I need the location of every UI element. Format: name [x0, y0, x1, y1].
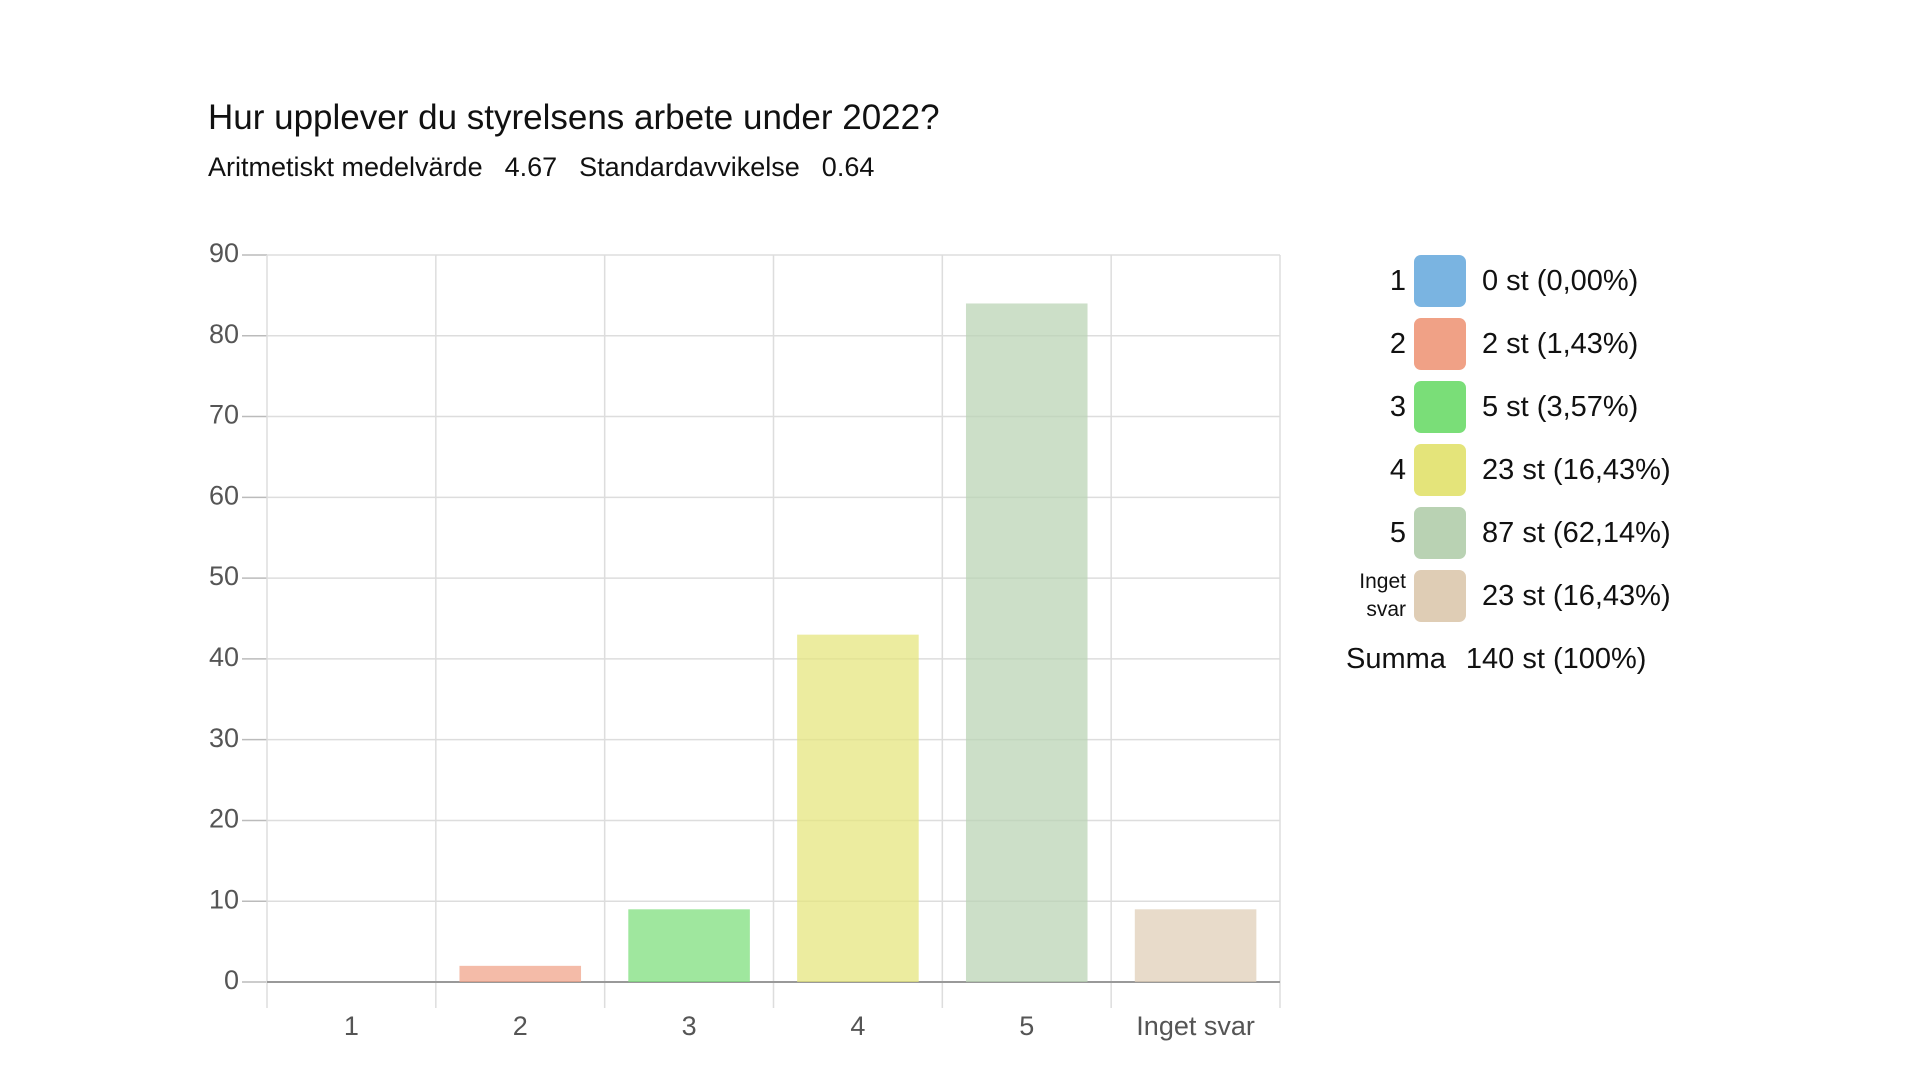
legend-value: 0 st (0,00%)	[1482, 264, 1639, 297]
legend-swatch	[1414, 444, 1466, 496]
y-tick-label: 0	[224, 965, 239, 995]
total-label: Summa	[1346, 642, 1446, 675]
legend-swatch	[1414, 381, 1466, 433]
legend-value: 87 st (62,14%)	[1482, 516, 1671, 549]
y-tick-label: 20	[209, 804, 239, 834]
legend-item: 5 87 st (62,14%)	[1332, 506, 1671, 560]
legend-item: 4 23 st (16,43%)	[1332, 443, 1671, 497]
legend-swatch	[1414, 507, 1466, 559]
x-tick-label: 1	[344, 1011, 359, 1041]
y-tick-label: 50	[209, 561, 239, 591]
legend-value: 5 st (3,57%)	[1482, 390, 1639, 423]
x-tick-label: 2	[513, 1011, 528, 1041]
legend-value: 23 st (16,43%)	[1482, 453, 1671, 486]
legend-label: 4	[1389, 453, 1406, 486]
legend-item: 3 5 st (3,57%)	[1332, 380, 1638, 434]
legend-label: 5	[1389, 516, 1406, 549]
legend-item: 2 2 st (1,43%)	[1332, 317, 1638, 371]
y-tick-label: 40	[209, 642, 239, 672]
legend-label: Inget svar	[1359, 570, 1406, 621]
subtitle: Aritmetiskt medelvärde 4.67 Standardavvike…	[208, 152, 896, 183]
legend-swatch	[1414, 255, 1466, 307]
bar	[1134, 909, 1257, 982]
total-value: 140 st (100%)	[1465, 642, 1647, 675]
y-tick-label: 70	[209, 400, 239, 430]
y-tick-label: 90	[209, 238, 239, 268]
y-tick-label: 60	[209, 480, 239, 510]
stat-label: Aritmetiskt medelvärde	[208, 152, 483, 182]
bar	[797, 634, 919, 982]
y-tick-label: 80	[209, 319, 239, 349]
legend-value: 2 st (1,43%)	[1482, 327, 1639, 360]
bar	[965, 303, 1088, 982]
x-tick-label: 5	[1019, 1011, 1034, 1041]
x-tick-label: 4	[850, 1011, 865, 1041]
x-tick-label: 3	[682, 1011, 697, 1041]
legend-label: 3	[1389, 390, 1406, 423]
chart-title: Hur upplever du styrelsens arbete under …	[208, 98, 940, 137]
legend-label: 1	[1389, 264, 1406, 297]
legend-item: 1 0 st (0,00%)	[1332, 254, 1638, 308]
bar	[459, 965, 582, 982]
legend-total: Summa 140 st (100%)	[1346, 632, 1646, 686]
legend-label: 2	[1389, 327, 1406, 360]
stat-value: 4.67	[504, 152, 558, 182]
legend-value: 23 st (16,43%)	[1482, 579, 1671, 612]
stat-value: 0.64	[821, 152, 875, 182]
legend-swatch	[1414, 570, 1466, 622]
bar	[628, 909, 750, 982]
y-tick-label: 30	[209, 723, 239, 753]
y-tick-label: 10	[209, 884, 239, 914]
x-tick-label: Inget svar	[1136, 1011, 1255, 1041]
stat-label: Standardavvikelse	[579, 152, 800, 182]
legend-item: Inget svar 23 st (16,43%)	[1332, 569, 1671, 623]
legend-swatch	[1414, 318, 1466, 370]
